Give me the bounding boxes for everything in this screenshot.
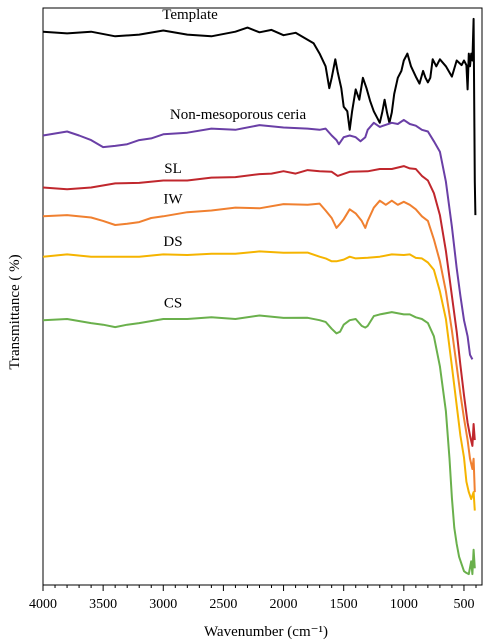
x-tick-label: 2000 xyxy=(270,597,298,612)
series-label: Non-mesoporous ceria xyxy=(170,107,307,123)
series-label: Template xyxy=(162,7,218,23)
series-line-cs xyxy=(42,311,476,576)
labels-layer: Template Non-mesoporous ceria SL IW DS CS xyxy=(162,7,307,312)
x-tick-label: 1000 xyxy=(390,597,418,612)
y-axis-label: Transmittance ( %) xyxy=(7,254,23,369)
axes: 4000 3500 3000 2500 2000 1500 1000 500 xyxy=(29,7,483,612)
plot-frame xyxy=(42,7,483,586)
x-tick-label: 1500 xyxy=(330,597,358,612)
x-tick-label: 4000 xyxy=(29,597,57,612)
series-label: IW xyxy=(163,192,183,208)
x-axis-label: Wavenumber (cm⁻¹) xyxy=(204,624,328,640)
series-layer xyxy=(42,17,477,576)
x-tick-label: 3000 xyxy=(149,597,177,612)
series-line-ds xyxy=(42,250,476,511)
series-line-iw xyxy=(42,199,476,493)
x-tick-label: 3500 xyxy=(89,597,117,612)
series-line-template xyxy=(42,17,477,216)
x-tick-label: 2500 xyxy=(209,597,237,612)
x-tick-label: 500 xyxy=(453,597,474,612)
series-label: CS xyxy=(164,296,182,312)
series-line-non-mesoporous-ceria xyxy=(42,118,474,360)
series-label: SL xyxy=(164,161,182,177)
series-label: DS xyxy=(163,234,182,250)
series-line-sl xyxy=(42,165,476,447)
